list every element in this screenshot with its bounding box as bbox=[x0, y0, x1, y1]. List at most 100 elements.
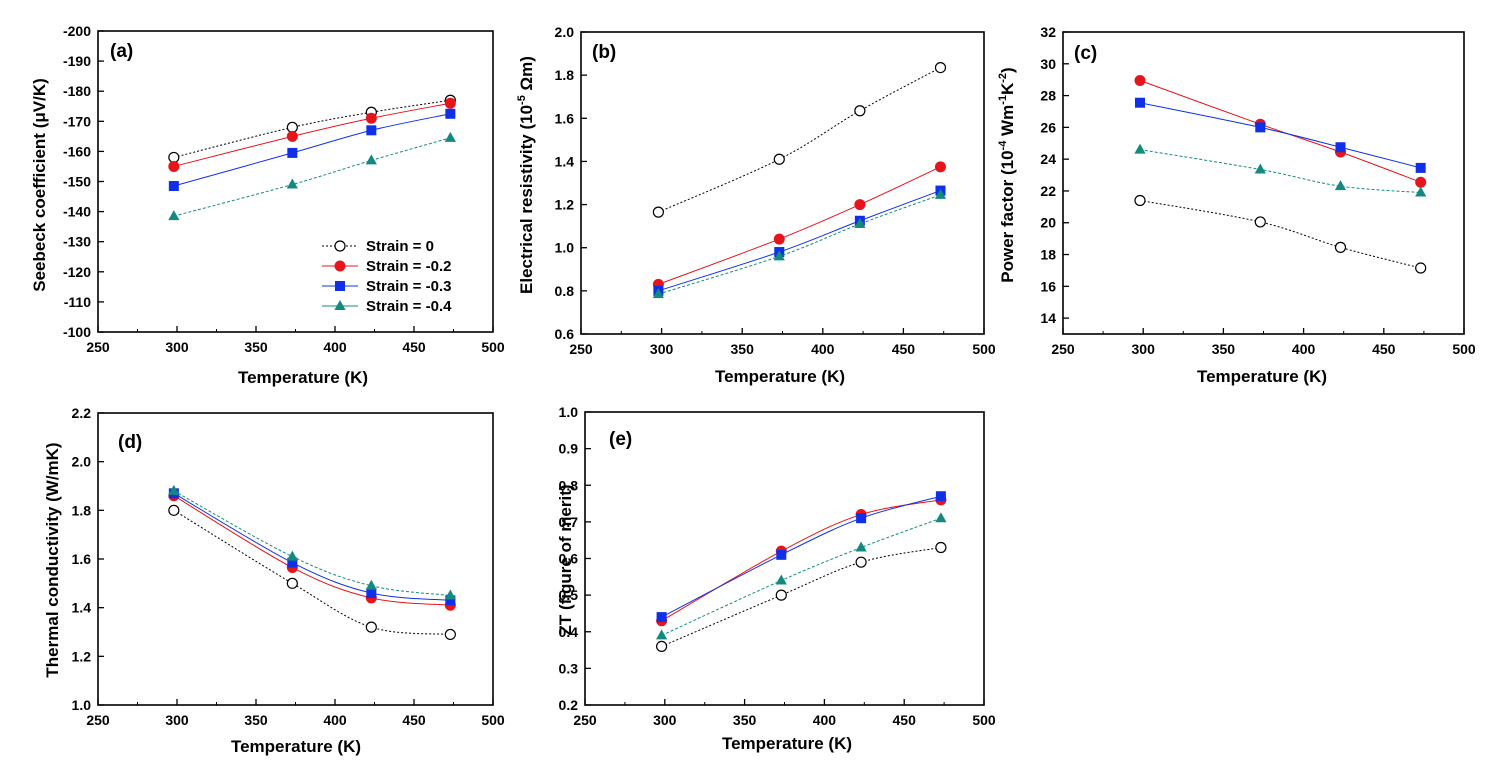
panel-b-series-strain02 bbox=[652, 161, 946, 290]
panel-d-ytick-label: 1.6 bbox=[72, 551, 92, 567]
panel-c-point-strain0 bbox=[1254, 216, 1266, 228]
panel-a-line-strain03 bbox=[173, 113, 451, 187]
panel-c-xtick-label: 400 bbox=[1292, 341, 1316, 357]
panel-a-ytick-label: -180 bbox=[63, 83, 91, 99]
panel-a-point-strain0 bbox=[168, 151, 180, 164]
panel-a-point-strain03 bbox=[168, 181, 179, 192]
panel-a-point-strain03 bbox=[287, 147, 298, 158]
panel-a-ytick-label: -190 bbox=[63, 53, 91, 69]
panel-c-label: (c) bbox=[1074, 43, 1097, 64]
panel-e-point-strain03 bbox=[856, 513, 867, 524]
panel-b-point-strain04 bbox=[652, 288, 664, 299]
panel-b-ylabel: Electrical resistivity (10-5 Ωm) bbox=[516, 56, 536, 294]
panel-e-ytick-label: 0.8 bbox=[559, 477, 579, 493]
panel-b-frame bbox=[580, 31, 985, 335]
panel-a-point-strain04 bbox=[168, 210, 180, 221]
panel-d-series-strain04 bbox=[168, 484, 456, 600]
panel-a-ytick-label: -160 bbox=[63, 143, 91, 159]
panel-c-point-strain0 bbox=[1134, 194, 1146, 207]
panel-b-line-strain0 bbox=[658, 67, 941, 213]
panel-c-series-strain02 bbox=[1134, 74, 1427, 188]
panel-a-ytick-label: -120 bbox=[63, 264, 91, 280]
panel-e-series-strain04 bbox=[656, 512, 947, 640]
panel-b-xtick-label: 300 bbox=[650, 341, 674, 357]
panel-d-xtick-label: 450 bbox=[402, 712, 426, 728]
panel-d-ytick-label: 1.2 bbox=[72, 648, 92, 664]
panel-c-frame bbox=[1062, 31, 1465, 335]
panel-a-xtick-label: 250 bbox=[86, 339, 110, 355]
panel-c-xtick-label: 350 bbox=[1212, 341, 1236, 357]
panel-d-series-strain0 bbox=[168, 504, 456, 641]
panel-e-ytick-label: 0.4 bbox=[559, 624, 579, 640]
panel-c-series-strain04 bbox=[1134, 143, 1427, 197]
panel-b-ytick-label: 0.6 bbox=[555, 326, 575, 342]
panel-e-point-strain03 bbox=[935, 491, 946, 502]
legend-marker-strain-0.3 bbox=[335, 281, 345, 291]
legend-label-strain-0.2: Strain = -0.2 bbox=[366, 258, 451, 275]
panel-b-ytick-label: 1.4 bbox=[555, 153, 575, 169]
panel-e-point-strain04 bbox=[656, 629, 668, 640]
panel-e-xtick-label: 450 bbox=[893, 712, 917, 728]
panel-d-ytick-label: 1.4 bbox=[72, 600, 92, 616]
panel-a-xtick-label: 300 bbox=[165, 339, 189, 355]
panel-a-ytick-label: -100 bbox=[63, 324, 91, 340]
panel-d-ytick-label: 1.0 bbox=[72, 697, 92, 713]
panel-c-xtick-label: 300 bbox=[1132, 341, 1156, 357]
legend-marker-strain-0 bbox=[334, 240, 346, 252]
panel-c-ytick-label: 32 bbox=[1040, 24, 1056, 40]
panel-b-series-strain04 bbox=[652, 188, 947, 299]
panel-b-point-strain0 bbox=[652, 206, 664, 218]
panel-c-ytick-label: 20 bbox=[1040, 215, 1056, 231]
panel-e-xtick-label: 250 bbox=[573, 712, 597, 728]
panel-b-ytick-label: 1.0 bbox=[555, 240, 575, 256]
panel-e-point-strain0 bbox=[775, 589, 787, 601]
panel-e-xtick-label: 350 bbox=[733, 712, 757, 728]
panel-a-plot: 250 300 350 400 450 500 -100 -110 -120 -130 -140 -1… bbox=[63, 23, 505, 355]
panel-a-point-strain02 bbox=[365, 112, 377, 124]
panel-d-point-strain0 bbox=[168, 504, 180, 516]
panel-a-point-strain02 bbox=[168, 160, 180, 172]
panel-e-ytick-label: 1.0 bbox=[559, 404, 579, 420]
legend-entry-strain-0.3: Strain = -0.3 bbox=[322, 278, 451, 295]
panel-c: (c) Temperature (K) Power factor (10-4 W… bbox=[997, 43, 1327, 386]
panel-e-point-strain03 bbox=[656, 612, 667, 623]
panel-d-xtick-label: 350 bbox=[244, 712, 268, 728]
panel-b-point-strain02 bbox=[854, 199, 866, 211]
panel-d-point-strain03 bbox=[366, 588, 377, 599]
panel-c-point-strain04 bbox=[1415, 186, 1427, 197]
panel-d-label: (d) bbox=[118, 432, 142, 453]
panel-e-ytick-label: 0.5 bbox=[559, 587, 579, 603]
panel-b-xtick-label: 450 bbox=[892, 341, 916, 357]
panel-c-ytick-label: 22 bbox=[1040, 183, 1056, 199]
panel-d-point-strain0 bbox=[444, 628, 456, 641]
panel-d-line-strain03 bbox=[173, 492, 451, 601]
panel-d-line-strain0 bbox=[173, 509, 451, 635]
panel-c-ytick-label: 16 bbox=[1040, 278, 1056, 294]
panel-a-xtick-label: 500 bbox=[481, 339, 505, 355]
panel-b-point-strain02 bbox=[934, 161, 946, 173]
panel-b-series-strain0 bbox=[652, 61, 947, 218]
panel-e-ytick-label: 0.3 bbox=[559, 660, 579, 676]
panel-b-ytick-label: 0.8 bbox=[555, 283, 575, 299]
panel-c-line-strain02 bbox=[1139, 80, 1421, 183]
panel-c-point-strain03 bbox=[1134, 97, 1145, 108]
panel-b-point-strain0 bbox=[934, 61, 947, 74]
panel-b-plot: 250 300 350 400 450 500 0.6 0.8 1.0 1.2 1.4 1.6 1.8 2… bbox=[555, 24, 996, 357]
legend-label-strain-0.4: Strain = -0.4 bbox=[366, 298, 452, 315]
panel-e-ytick-label: 0.2 bbox=[559, 697, 579, 713]
panel-b-label: (b) bbox=[592, 42, 616, 63]
panel-d-xlabel: Temperature (K) bbox=[231, 737, 361, 756]
panel-a-ytick-label: -150 bbox=[63, 174, 91, 190]
panel-e-ytick-label: 0.7 bbox=[559, 514, 579, 530]
panel-e-point-strain0 bbox=[855, 556, 867, 568]
panel-c-series-strain03 bbox=[1134, 97, 1426, 173]
panel-c-point-strain0 bbox=[1415, 262, 1427, 274]
panel-b-line-strain02 bbox=[658, 166, 941, 285]
panel-c-xtick-label: 500 bbox=[1452, 341, 1476, 357]
panel-a-ytick-label: -110 bbox=[64, 294, 91, 310]
panel-a-series-strain0 bbox=[168, 94, 456, 164]
panel-a-ytick-label: -200 bbox=[63, 23, 91, 39]
panel-b-ytick-label: 1.2 bbox=[555, 197, 575, 213]
panel-b-point-strain04 bbox=[934, 188, 947, 199]
